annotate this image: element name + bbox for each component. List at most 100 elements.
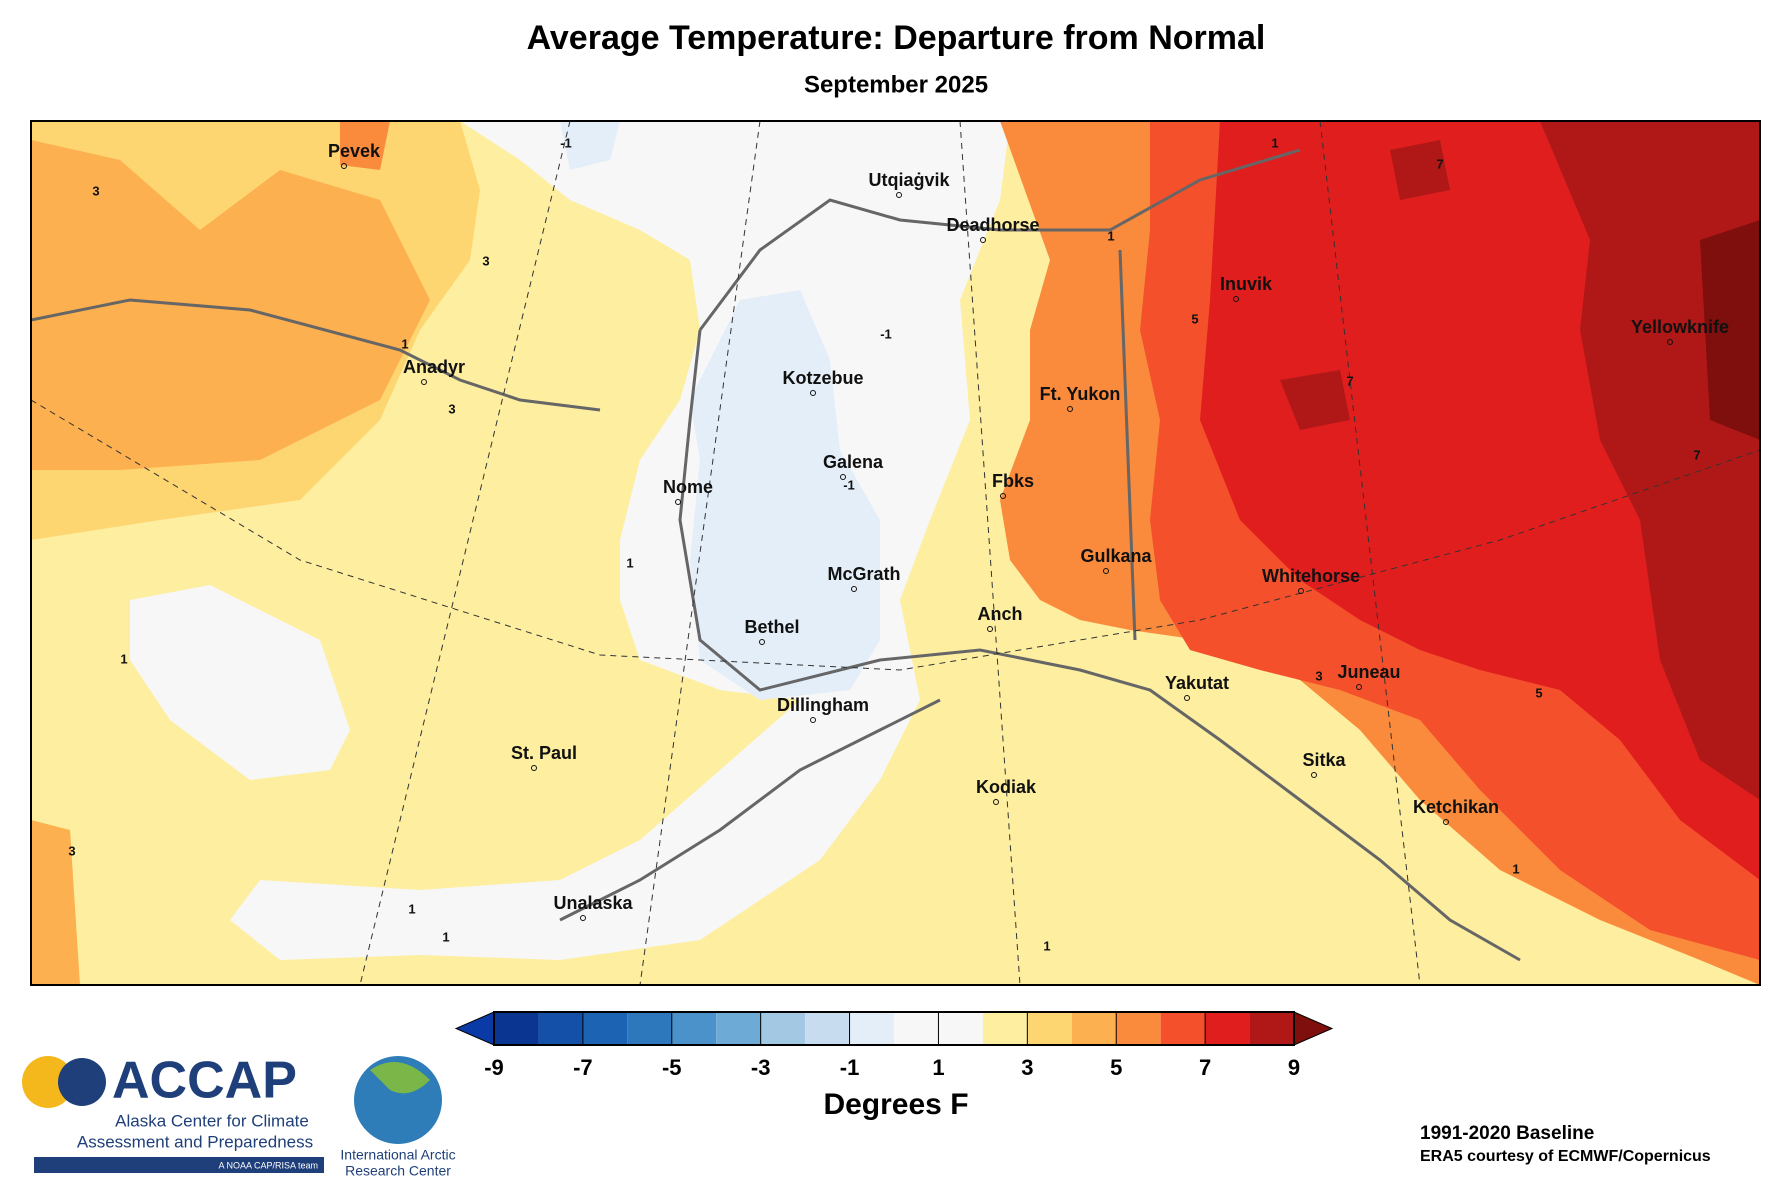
place-label: Utqiaġvik bbox=[868, 170, 950, 190]
place-label: Fbks bbox=[992, 471, 1034, 491]
place-dot bbox=[531, 765, 537, 771]
place-dot bbox=[896, 192, 902, 198]
logo-snowflake bbox=[58, 1058, 106, 1106]
place-dot bbox=[1311, 772, 1317, 778]
colorbar-bin bbox=[894, 1012, 939, 1045]
colorbar-bin bbox=[849, 1012, 894, 1045]
iarc-land bbox=[370, 1062, 430, 1094]
place-label: Yellowknife bbox=[1631, 317, 1729, 337]
place-dot bbox=[675, 499, 681, 505]
colorbar-bin bbox=[1116, 1012, 1161, 1045]
contour-label: 5 bbox=[1191, 311, 1198, 326]
contour-label: 1 bbox=[442, 929, 449, 944]
contour-label: 3 bbox=[92, 183, 99, 198]
place-dot bbox=[1000, 493, 1006, 499]
title: Average Temperature: Departure from Norm… bbox=[527, 19, 1266, 57]
colorbar: -9 -7 -5 -3 -1 1 3 5 7 9 bbox=[454, 1011, 1334, 1080]
place-label: Sitka bbox=[1302, 750, 1346, 770]
colorbar-bin bbox=[582, 1012, 628, 1045]
contour-label: 5 bbox=[1535, 685, 1542, 700]
contour-label: 1 bbox=[401, 336, 408, 351]
place-dot bbox=[1067, 406, 1073, 412]
logo-sun bbox=[22, 1056, 74, 1108]
contour-label: -1 bbox=[843, 477, 855, 492]
accap-line: Assessment and Preparedness bbox=[77, 1132, 313, 1151]
place-dot bbox=[1356, 684, 1362, 690]
contour-label: 7 bbox=[1693, 447, 1700, 462]
contour-label: 1 bbox=[408, 901, 415, 916]
place-labels: Pevek Utqiaġvik Deadhorse Inuvik Yellowknife… bbox=[328, 141, 1729, 921]
contour-labels: 3 3 1 3 -1 1 1 -1 -1 1 5 7 7 7 3 5 1 1 1 1 3 1 bbox=[68, 135, 1700, 953]
accap-name: ACCAP bbox=[112, 1052, 297, 1110]
colorbar-bin bbox=[1027, 1012, 1072, 1045]
place-dot bbox=[851, 586, 857, 592]
place-label: Anch bbox=[978, 604, 1023, 624]
colorbar-under bbox=[454, 1011, 495, 1046]
accap-bar bbox=[34, 1157, 324, 1173]
place-dot bbox=[810, 390, 816, 396]
place-dot bbox=[987, 626, 993, 632]
place-label: Juneau bbox=[1337, 662, 1400, 682]
place-dot bbox=[341, 163, 347, 169]
iarc-line: International Arctic bbox=[340, 1147, 455, 1163]
iarc-line: Research Center bbox=[345, 1163, 451, 1179]
contour-label: 7 bbox=[1346, 373, 1353, 388]
colorbar-tick-label: -1 bbox=[840, 1055, 860, 1080]
place-dot bbox=[1443, 819, 1449, 825]
place-label: Gulkana bbox=[1080, 546, 1152, 566]
contour-label: 1 bbox=[1271, 135, 1278, 150]
colorbar-bin bbox=[671, 1012, 717, 1045]
colorbar-bin bbox=[938, 1012, 983, 1045]
place-label: Ketchikan bbox=[1413, 797, 1499, 817]
place-label: Ft. Yukon bbox=[1040, 384, 1121, 404]
colorbar-bin bbox=[716, 1012, 761, 1045]
place-label: Kotzebue bbox=[783, 368, 864, 388]
place-label: Inuvik bbox=[1220, 274, 1273, 294]
place-dot bbox=[980, 237, 986, 243]
colorbar-bin bbox=[1160, 1012, 1206, 1045]
colorbar-tick-label: -9 bbox=[484, 1055, 504, 1080]
place-dot bbox=[1233, 296, 1239, 302]
colorbar-over bbox=[1293, 1011, 1334, 1046]
place-label: McGrath bbox=[827, 564, 900, 584]
place-label: St. Paul bbox=[511, 743, 577, 763]
contour-label: 1 bbox=[626, 555, 633, 570]
place-label: Dillingham bbox=[777, 695, 869, 715]
place-label: Nome bbox=[663, 477, 713, 497]
colorbar-bin bbox=[982, 1012, 1028, 1045]
contour-label: -1 bbox=[880, 326, 892, 341]
place-dot bbox=[840, 474, 846, 480]
contour-label: 3 bbox=[448, 401, 455, 416]
place-label: Pevek bbox=[328, 141, 381, 161]
accap-tag: A NOAA CAP/RISA team bbox=[218, 1160, 318, 1170]
colorbar-tick-label: 1 bbox=[932, 1055, 944, 1080]
colorbar-tick-label: -7 bbox=[573, 1055, 593, 1080]
place-dot bbox=[1667, 339, 1673, 345]
colorbar-tick-label: -3 bbox=[751, 1055, 771, 1080]
place-label: Bethel bbox=[744, 617, 799, 637]
place-label: Kodiak bbox=[976, 777, 1037, 797]
contour-label: 7 bbox=[1436, 156, 1443, 171]
contour-label: 3 bbox=[1315, 668, 1322, 683]
contour-label: 1 bbox=[1512, 861, 1519, 876]
colorbar-bin bbox=[805, 1012, 850, 1045]
place-dot bbox=[993, 799, 999, 805]
baseline-note: 1991-2020 Baseline bbox=[1420, 1123, 1594, 1144]
contour-label: 1 bbox=[1107, 228, 1114, 243]
map bbox=[31, 121, 1760, 985]
place-dot bbox=[580, 915, 586, 921]
colorbar-bin bbox=[1205, 1012, 1250, 1045]
colorbar-bin bbox=[1249, 1012, 1294, 1045]
colorbar-tick-label: 3 bbox=[1021, 1055, 1033, 1080]
colorbar-tick-label: 7 bbox=[1199, 1055, 1211, 1080]
contour-label: 1 bbox=[120, 651, 127, 666]
subtitle: September 2025 bbox=[804, 71, 988, 98]
colorbar-bin bbox=[760, 1012, 806, 1045]
place-dot bbox=[1184, 695, 1190, 701]
contour-label: -1 bbox=[560, 135, 572, 150]
map-frame bbox=[30, 120, 1761, 986]
colorbar-bin bbox=[1071, 1012, 1117, 1045]
accap-logo: ACCAP Alaska Center for Climate Assessme… bbox=[22, 1052, 324, 1173]
place-dot bbox=[759, 639, 765, 645]
